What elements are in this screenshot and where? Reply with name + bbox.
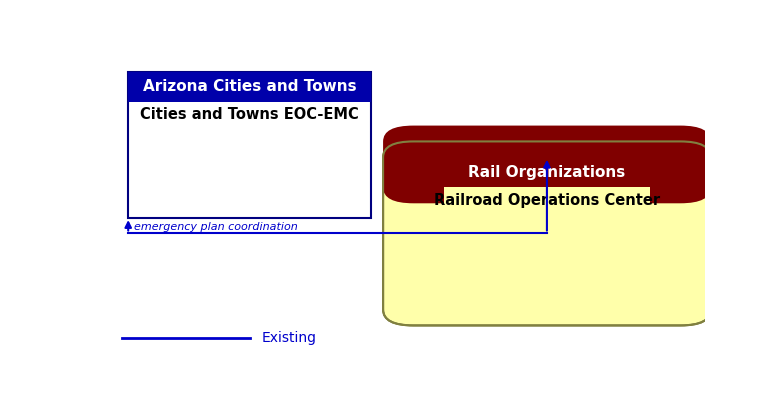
FancyBboxPatch shape [128, 72, 371, 218]
FancyBboxPatch shape [444, 157, 650, 187]
Text: Cities and Towns EOC-EMC: Cities and Towns EOC-EMC [140, 107, 359, 122]
Text: Railroad Operations Center: Railroad Operations Center [434, 193, 660, 208]
FancyBboxPatch shape [128, 72, 371, 102]
FancyBboxPatch shape [383, 126, 711, 203]
Text: Rail Organizations: Rail Organizations [468, 165, 626, 180]
Text: Arizona Cities and Towns: Arizona Cities and Towns [143, 79, 356, 94]
FancyBboxPatch shape [383, 141, 711, 325]
FancyBboxPatch shape [444, 187, 650, 309]
Text: emergency plan coordination: emergency plan coordination [135, 222, 298, 232]
Text: Existing: Existing [262, 331, 316, 345]
